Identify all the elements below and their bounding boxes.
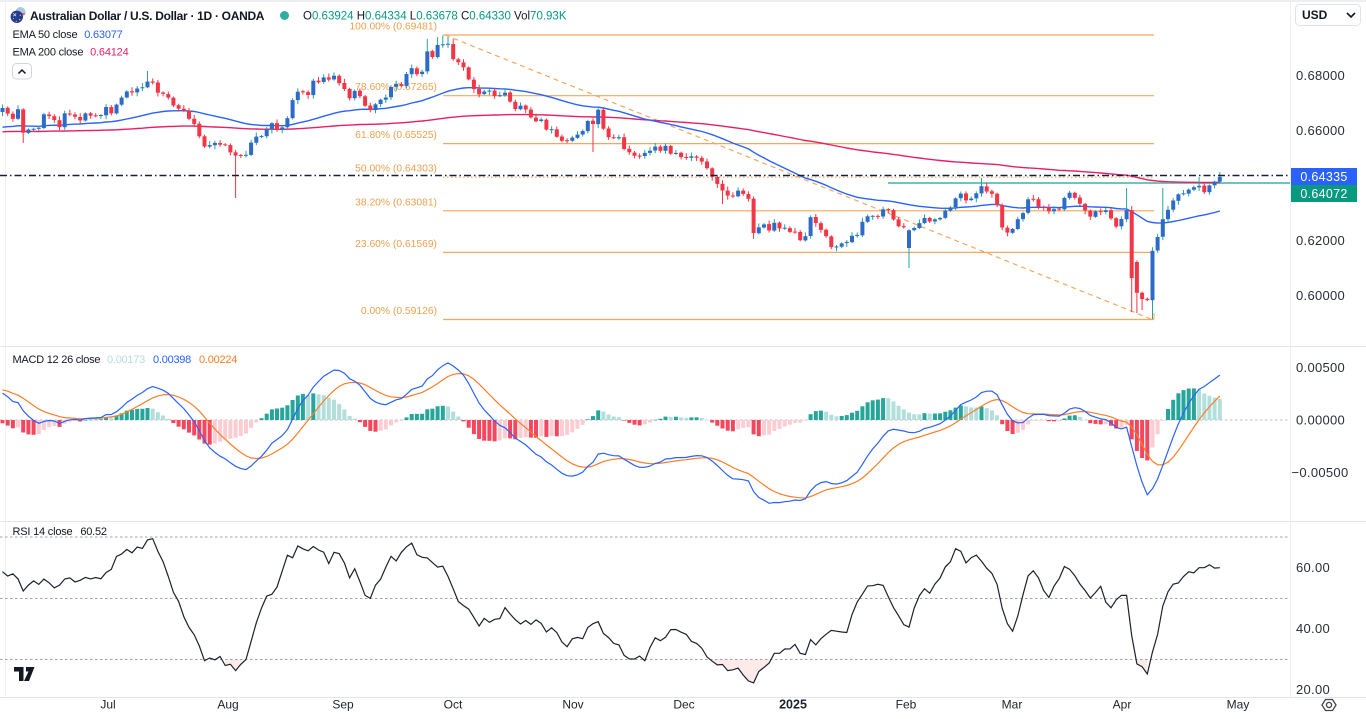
svg-text:Mar: Mar	[1002, 698, 1023, 712]
svg-text:0.64335: 0.64335	[1300, 170, 1347, 184]
svg-text:O0.63924 H0.64334 L0.63678 C0.: O0.63924 H0.64334 L0.63678 C0.64330 Vol7…	[303, 11, 567, 23]
svg-text:0.60000: 0.60000	[1296, 288, 1345, 303]
svg-text:EMA 50 close 0.63077: EMA 50 close 0.63077	[13, 29, 123, 41]
svg-text:Dec: Dec	[673, 698, 694, 712]
svg-text:0.64072: 0.64072	[1300, 187, 1347, 201]
svg-text:40.00: 40.00	[1296, 621, 1330, 636]
svg-text:Nov: Nov	[562, 698, 583, 712]
svg-text:Jul: Jul	[100, 698, 115, 712]
svg-text:50.00% (0.64303): 50.00% (0.64303)	[355, 164, 437, 175]
svg-text:38.20% (0.63081): 38.20% (0.63081)	[355, 197, 437, 208]
svg-text:USD: USD	[1302, 8, 1328, 22]
svg-text:0.68000: 0.68000	[1296, 68, 1345, 83]
svg-text:Feb: Feb	[896, 698, 917, 712]
svg-text:Oct: Oct	[444, 698, 463, 712]
svg-text:−0.00500: −0.00500	[1292, 465, 1349, 480]
svg-text:61.80% (0.65525): 61.80% (0.65525)	[355, 130, 437, 141]
svg-text:60.00: 60.00	[1296, 560, 1330, 575]
svg-text:Sep: Sep	[332, 698, 354, 712]
svg-text:Australian Dollar / U.S. Dolla: Australian Dollar / U.S. Dollar · 1D · O…	[30, 9, 265, 23]
svg-text:23.60% (0.61569): 23.60% (0.61569)	[355, 239, 437, 250]
svg-text:0.00000: 0.00000	[1296, 413, 1345, 428]
svg-text:0.66000: 0.66000	[1296, 123, 1345, 138]
svg-text:20.00: 20.00	[1296, 682, 1330, 697]
svg-text:Apr: Apr	[1113, 698, 1132, 712]
svg-text:May: May	[1227, 698, 1250, 712]
svg-text:0.00500: 0.00500	[1296, 360, 1345, 375]
svg-text:Aug: Aug	[217, 698, 238, 712]
svg-text:0.62000: 0.62000	[1296, 233, 1345, 248]
svg-text:RSI 14 close 60.52: RSI 14 close 60.52	[13, 526, 107, 538]
svg-text:0.00% (0.59126): 0.00% (0.59126)	[361, 306, 437, 317]
svg-text:2025: 2025	[779, 698, 807, 712]
svg-text:EMA 200 close 0.64124: EMA 200 close 0.64124	[13, 47, 129, 59]
svg-text:100.00% (0.69481): 100.00% (0.69481)	[349, 22, 437, 33]
